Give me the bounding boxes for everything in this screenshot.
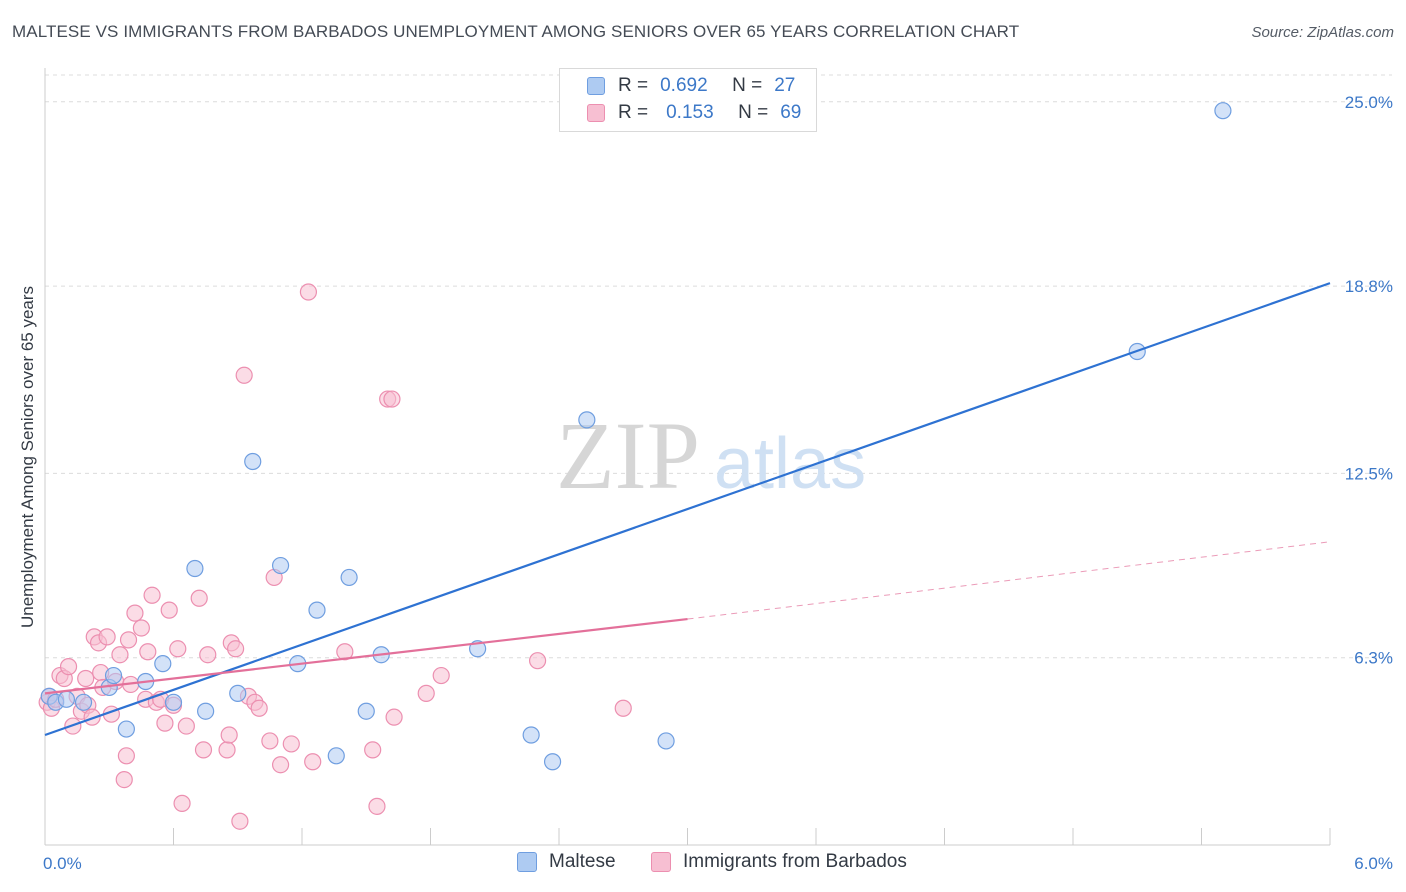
barbados-point (190, 589, 208, 607)
maltese-point (308, 601, 326, 619)
barbados-point (250, 699, 268, 717)
chart-title: MALTESE VS IMMIGRANTS FROM BARBADOS UNEM… (12, 22, 1020, 41)
barbados-point (417, 684, 435, 702)
barbados-point (156, 714, 174, 732)
barbados-point (98, 628, 116, 646)
barbados-point (220, 726, 238, 744)
barbados-point (299, 283, 318, 301)
series-barbados-points (38, 283, 632, 830)
maltese-point (578, 411, 596, 429)
maltese-point (197, 702, 215, 720)
y-axis-label: Unemployment Among Seniors over 65 years (18, 286, 37, 628)
bottom-legend-swatch-maltese (517, 852, 537, 872)
maltese-point (57, 690, 76, 708)
barbados-point (169, 640, 187, 658)
y-tick-label: 12.5% (1345, 464, 1393, 483)
barbados-point (528, 652, 547, 670)
maltese-point (357, 702, 375, 720)
source-label: Source: ZipAtlas.com (1251, 24, 1394, 41)
barbados-point (160, 601, 178, 619)
barbados-point (383, 390, 401, 408)
legend-swatch-barbados (587, 104, 605, 122)
legend-n-value-maltese: 27 (774, 75, 796, 96)
legend-r-label: R = (618, 75, 649, 96)
barbados-point (614, 699, 632, 717)
barbados-point (139, 643, 157, 661)
barbados-point (199, 646, 217, 664)
legend-n-value-barbados: 69 (780, 102, 802, 123)
maltese-point (104, 666, 123, 685)
barbados-point (304, 753, 322, 771)
barbados-point (59, 658, 78, 676)
bottom-legend-label-barbados: Immigrants from Barbados (683, 851, 907, 872)
maltese-point (229, 684, 247, 702)
barbados-point (227, 640, 245, 658)
maltese-point (657, 732, 675, 750)
barbados-point (111, 646, 129, 664)
bottom-legend: Maltese Immigrants from Barbados (0, 851, 1406, 877)
maltese-point (543, 753, 562, 771)
tick-labels: 6.3% 12.5% 18.8% 25.0% 0.0% 6.0% (43, 93, 1393, 873)
gridlines (45, 74, 1392, 659)
barbados-point (117, 747, 135, 765)
barbados-point (385, 708, 403, 726)
barbados-point (77, 669, 95, 688)
trend-lines (44, 282, 1331, 737)
legend-n-label: N = (738, 102, 769, 123)
maltese-point (244, 452, 262, 471)
watermark-zip: ZIP (556, 402, 700, 509)
barbados-point (132, 619, 150, 637)
bottom-legend-maltese: Maltese (517, 851, 616, 873)
maltese-trend-line (44, 282, 1331, 737)
barbados-point (282, 735, 300, 753)
barbados-point (271, 756, 290, 774)
maltese-point (271, 556, 290, 575)
legend-r-value-barbados: 0.153 (666, 102, 714, 123)
maltese-point (74, 693, 93, 711)
legend-row-barbados: R = 0.153 N = 69 (587, 100, 801, 126)
barbados-point (173, 794, 191, 812)
legend: R = 0.692 N = 27 R = 0.153 N = 69 (559, 68, 817, 132)
barbados-point (235, 366, 253, 384)
barbados-point (368, 797, 386, 815)
barbados-point (119, 631, 138, 649)
maltese-point (522, 726, 540, 744)
legend-row-maltese: R = 0.692 N = 27 (587, 73, 795, 99)
barbados-point (231, 812, 249, 830)
barbados-point (115, 770, 133, 789)
axes (44, 68, 1331, 846)
maltese-point (164, 693, 183, 711)
barbados-point (261, 732, 279, 750)
legend-n-label: N = (732, 75, 763, 96)
maltese-point (186, 559, 204, 578)
x-tick-label: 0.0% (43, 854, 82, 873)
barbados-point (432, 666, 450, 685)
y-tick-label: 25.0% (1345, 93, 1393, 112)
x-tick-label: 6.0% (1354, 854, 1393, 873)
barbados-point (177, 717, 195, 735)
bottom-legend-label-maltese: Maltese (549, 851, 616, 872)
legend-swatch-maltese (587, 77, 605, 95)
barbados-point (364, 741, 382, 759)
barbados-point (83, 708, 101, 726)
barbados-trend-extension (687, 541, 1331, 620)
maltese-point (117, 720, 135, 738)
y-tick-label: 18.8% (1345, 277, 1393, 296)
legend-r-value-maltese: 0.692 (660, 75, 708, 96)
barbados-point (218, 741, 236, 759)
bottom-legend-barbados: Immigrants from Barbados (651, 851, 907, 873)
legend-r-label: R = (618, 102, 649, 123)
maltese-point (1214, 102, 1232, 120)
barbados-point (143, 586, 161, 604)
maltese-point (154, 655, 172, 673)
maltese-point (340, 568, 358, 587)
barbados-point (126, 604, 144, 622)
barbados-point (194, 741, 213, 759)
y-tick-label: 6.3% (1354, 649, 1393, 668)
bottom-legend-swatch-barbados (651, 852, 671, 872)
barbados-trend-line (44, 617, 688, 695)
maltese-point (327, 747, 345, 765)
